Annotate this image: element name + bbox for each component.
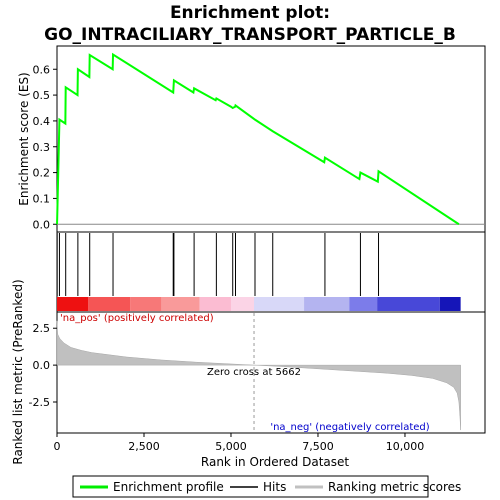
- pos-correlated-label: 'na_pos' (positively correlated): [60, 313, 214, 324]
- es-y-axis-label: Enrichment score (ES): [17, 72, 31, 205]
- ranking-metric-area: [56, 320, 461, 431]
- heat-bar-segment: [199, 297, 231, 311]
- es-y-tick-label: 0.1: [33, 192, 51, 205]
- metric-y-tick-label: 0.0: [33, 359, 51, 372]
- es-y-tick-label: 0.3: [33, 141, 51, 154]
- metric-y-tick-label: 2.5: [33, 322, 51, 335]
- x-tick-label: 2,500: [128, 440, 160, 453]
- es-y-tick-label: 0.2: [33, 167, 51, 180]
- enrichment-profile-line: [56, 52, 460, 226]
- x-axis-label: Rank in Ordered Dataset: [201, 455, 349, 469]
- chart-title-line-1: Enrichment plot:: [170, 3, 330, 23]
- heat-bar-segment: [439, 297, 461, 311]
- es-y-tick-label: 0.4: [33, 115, 51, 128]
- legend-hits-label: Hits: [263, 480, 286, 494]
- es-y-tick-label: 0.0: [33, 218, 51, 231]
- heat-bar-segment: [161, 297, 200, 311]
- heat-bar-segment: [230, 297, 255, 311]
- heat-bar-segment: [304, 297, 350, 311]
- legend-ranking-metric-label: Ranking metric scores: [328, 480, 461, 494]
- heat-bar-segment: [57, 297, 89, 311]
- es-panel-frame: [56, 45, 486, 233]
- es-y-tick-label: 0.5: [33, 89, 51, 102]
- x-tick-label: 0: [54, 440, 61, 453]
- legend-enrichment-profile-label: Enrichment profile: [113, 480, 224, 494]
- heat-bar-segment: [349, 297, 378, 311]
- heat-bar-segment: [254, 297, 305, 311]
- x-tick-label: 7,500: [302, 440, 334, 453]
- x-tick-label: 5,000: [215, 440, 247, 453]
- chart-title-line-2: GO_INTRACILIARY_TRANSPORT_PARTICLE_B: [44, 25, 456, 45]
- metric-y-axis-label: Ranked list metric (PreRanked): [11, 279, 25, 464]
- heat-bar-segment: [130, 297, 162, 311]
- metric-y-tick-label: -2.5: [29, 396, 50, 409]
- zero-cross-label: Zero cross at 5662: [207, 367, 301, 378]
- es-y-tick-label: 0.6: [33, 63, 51, 76]
- neg-correlated-label: 'na_neg' (negatively correlated): [270, 422, 429, 433]
- x-tick-label: 10,000: [386, 440, 425, 453]
- heat-bar-segment: [377, 297, 440, 311]
- heat-bar-segment: [88, 297, 131, 311]
